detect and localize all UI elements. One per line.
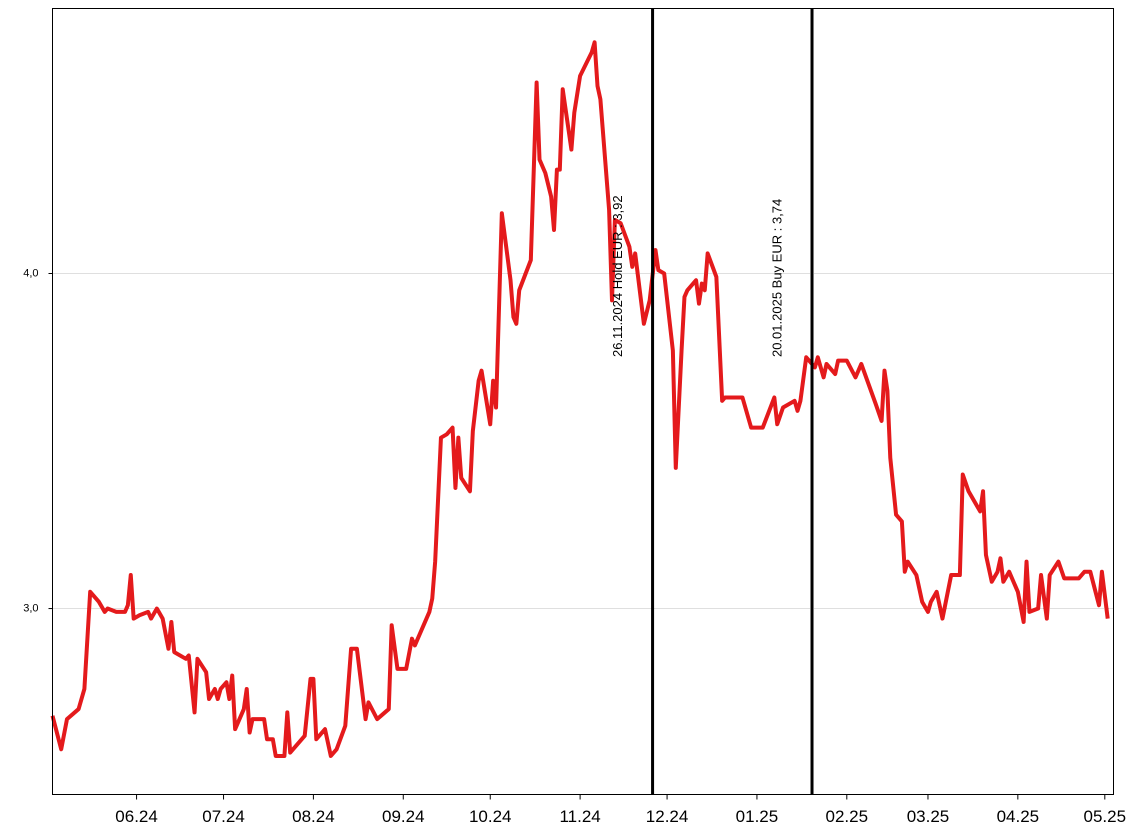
x-tick-label: 10.24 xyxy=(469,807,512,826)
x-tick-label: 03.25 xyxy=(907,807,950,826)
x-tick-label: 06.24 xyxy=(115,807,158,826)
x-tick-label: 08.24 xyxy=(292,807,335,826)
x-tick-label: 07.24 xyxy=(202,807,245,826)
labels: 3,0 4,0 06.24 07.24 08.24 09.24 10.24 11.24 12.2… xyxy=(23,195,1126,826)
annotation-text: 20.01.2025 Buy EUR : 3,74 xyxy=(769,199,784,357)
x-tick-label: 02.25 xyxy=(826,807,869,826)
annotation-text: 26.11.2024 Hold EUR : 3,92 xyxy=(610,195,625,357)
x-tick-label: 12.24 xyxy=(646,807,689,826)
x-tick-label: 11.24 xyxy=(559,807,600,826)
x-tick-label: 09.24 xyxy=(382,807,425,826)
plot-background xyxy=(52,8,1114,795)
price-line xyxy=(50,40,1110,758)
x-tick-label: 04.25 xyxy=(997,807,1040,826)
plot-border xyxy=(52,8,1114,795)
y-tick-label: 3,0 xyxy=(23,602,38,614)
x-tick-label: 05.25 xyxy=(1084,807,1127,826)
x-tick-label: 01.25 xyxy=(736,807,779,826)
y-tick-label: 4,0 xyxy=(23,267,38,279)
marks xyxy=(50,8,1110,795)
grid xyxy=(48,273,1114,800)
